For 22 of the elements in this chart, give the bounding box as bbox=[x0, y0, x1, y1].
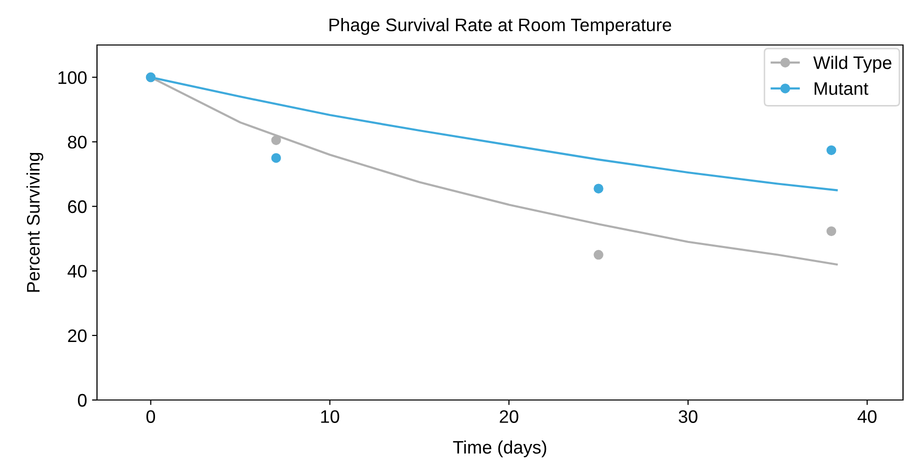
x-tick-label: 30 bbox=[678, 410, 698, 423]
point bbox=[826, 145, 836, 156]
x-tick-label: 40 bbox=[858, 410, 877, 423]
x-tick-label: 20 bbox=[500, 410, 518, 423]
point bbox=[826, 226, 836, 236]
legend-label: Mutant bbox=[814, 82, 868, 95]
y-tick-label: 20 bbox=[68, 329, 87, 342]
point bbox=[594, 250, 604, 260]
point bbox=[271, 135, 281, 146]
legend-label: Wild Type bbox=[813, 56, 892, 73]
y-tick-label: 0 bbox=[78, 394, 87, 407]
x-tick-label: 0 bbox=[146, 410, 156, 423]
y-tick-label: 60 bbox=[68, 200, 87, 214]
y-axis-title: Percent Surviving bbox=[26, 152, 44, 292]
x-axis-title: Time (days) bbox=[453, 440, 546, 458]
chart-title: Phage Survival Rate at Room Temperature bbox=[330, 18, 672, 35]
y-tick-label: 100 bbox=[58, 71, 87, 84]
point bbox=[271, 153, 281, 163]
y-tick-label: 40 bbox=[68, 264, 87, 278]
y-tick-label: 80 bbox=[68, 136, 87, 149]
x-tick-label: 10 bbox=[321, 410, 340, 423]
point bbox=[594, 184, 604, 194]
